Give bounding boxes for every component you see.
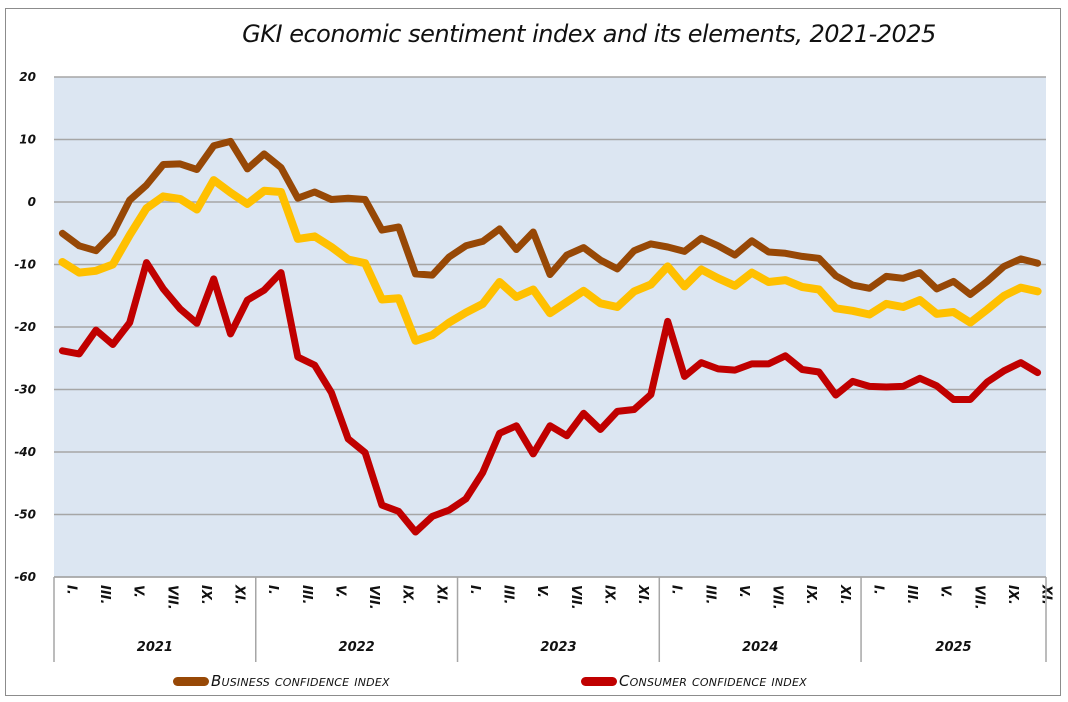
month-tick-label: V.: [736, 585, 751, 598]
legend-item-business: Business confidence index: [173, 668, 390, 694]
year-tick-label: 2023: [540, 640, 576, 655]
x-axis: I. III. V. VII. IX. XI. 2021 I. III. V. VII. IX. XI.…: [53, 576, 1054, 662]
month-tick-label: V.: [131, 585, 146, 598]
month-tick-label: IX.: [400, 585, 415, 605]
chart-title: GKI economic sentiment index and its ele…: [242, 20, 936, 48]
month-tick-label: VII.: [770, 585, 785, 610]
month-tick-label: V.: [332, 585, 347, 598]
legend-swatch-business: [173, 676, 209, 686]
month-tick-label: VII.: [164, 585, 179, 610]
year-tick-label: 2021: [137, 640, 173, 655]
y-tick-label: 10: [19, 133, 36, 147]
y-tick-label: 20: [19, 70, 36, 84]
gridlines: [54, 76, 1046, 578]
series-line-gki-economic-sentiment-index: [58, 176, 1042, 345]
series-lines: [58, 137, 1042, 536]
month-tick-label: XI.: [635, 584, 650, 605]
legend-label-consumer: Consumer confidence index: [619, 672, 807, 690]
month-tick-label: III.: [501, 585, 516, 604]
y-axis-ticks: 20 10 0 -10 -20 -30 -40 -50 -60: [14, 70, 36, 584]
month-tick-label: IX.: [198, 585, 213, 605]
year-tick-label: 2025: [935, 640, 971, 655]
month-tick-label: I.: [870, 585, 885, 595]
year-tick-label: 2024: [742, 640, 778, 655]
legend-item-consumer: Consumer confidence index: [581, 668, 807, 694]
month-tick-label: VII.: [366, 585, 381, 610]
month-tick-label: VII.: [568, 585, 583, 610]
month-tick-label: III.: [904, 585, 919, 604]
series-line-business-confidence-index: [58, 137, 1042, 298]
y-tick-label: -30: [14, 383, 36, 397]
month-tick-label: VII.: [971, 585, 986, 610]
y-tick-label: -40: [14, 445, 36, 459]
y-tick-label: 0: [28, 195, 36, 209]
y-tick-label: -60: [14, 570, 36, 584]
month-tick-label: IX.: [1005, 585, 1020, 605]
month-tick-label: I.: [467, 585, 482, 595]
month-tick-label: XI.: [232, 584, 247, 605]
month-tick-label: III.: [299, 585, 314, 604]
month-tick-label: IX.: [803, 585, 818, 605]
month-tick-label: IX.: [601, 585, 616, 605]
y-tick-label: -50: [14, 508, 36, 522]
y-tick-label: -10: [14, 258, 36, 272]
month-tick-label: I.: [63, 585, 78, 595]
month-tick-label: V.: [534, 585, 549, 598]
month-tick-label: XI.: [837, 584, 852, 605]
y-tick-label: -20: [14, 320, 36, 334]
month-tick-label: I.: [265, 585, 280, 595]
legend-label-business: Business confidence index: [211, 672, 390, 690]
series-line-consumer-confidence-index: [58, 259, 1042, 536]
legend-swatch-consumer: [581, 676, 617, 686]
month-tick-label: III.: [97, 585, 112, 604]
month-tick-label: XI.: [433, 584, 448, 605]
month-tick-label: I.: [669, 585, 684, 595]
month-tick-label: V.: [938, 585, 953, 598]
year-tick-label: 2022: [339, 640, 375, 655]
month-tick-label: III.: [702, 585, 717, 604]
